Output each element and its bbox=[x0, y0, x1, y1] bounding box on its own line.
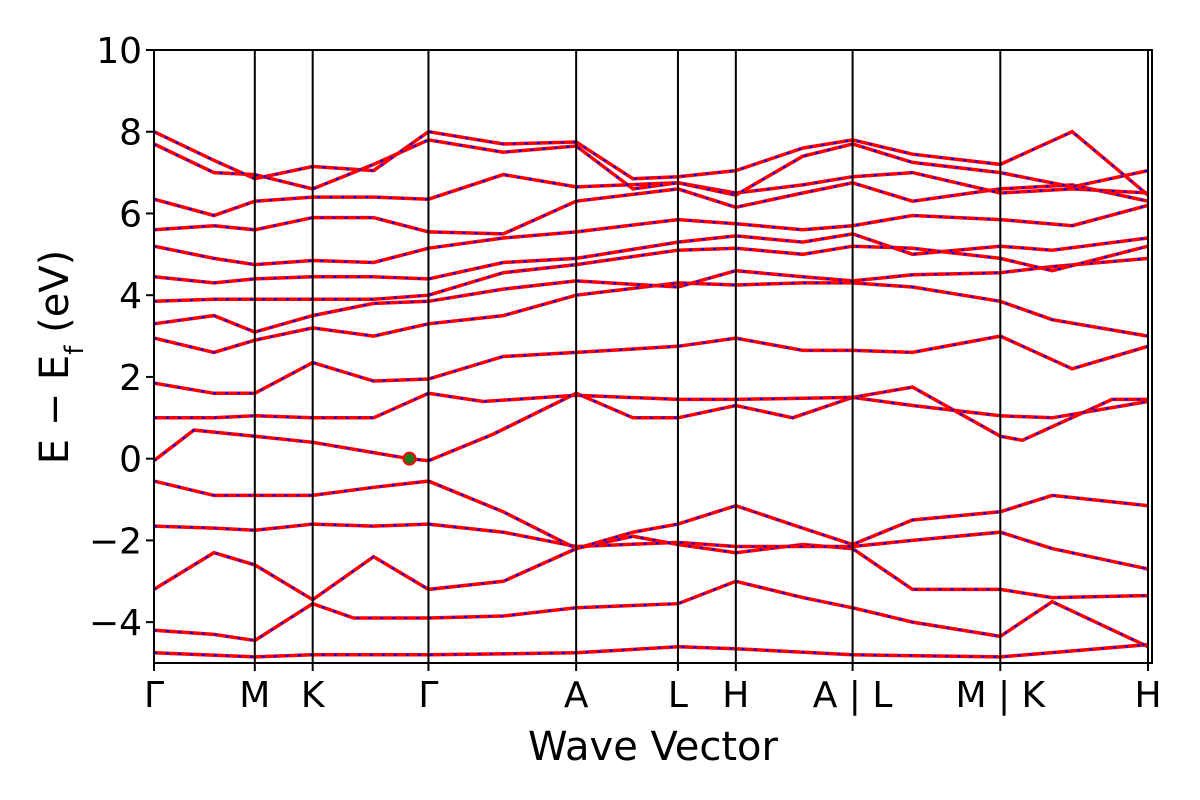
band-dash-10 bbox=[153, 257, 1149, 334]
y-tick-label: −4 bbox=[89, 603, 142, 644]
y-tick-label: 4 bbox=[119, 276, 142, 317]
y-tick-label: 2 bbox=[119, 358, 142, 399]
x-tick-label: L bbox=[668, 675, 688, 716]
y-tick-label: 6 bbox=[119, 194, 142, 235]
y-axis-title-main: E − E bbox=[32, 355, 78, 465]
band-line-14 bbox=[153, 180, 1149, 236]
plot-frame bbox=[153, 49, 1153, 664]
x-tick-label: Γ bbox=[418, 675, 438, 716]
x-tick-label: A | L bbox=[813, 675, 893, 716]
y-tick-label: 10 bbox=[96, 31, 142, 72]
x-tick-label: M bbox=[239, 675, 270, 716]
x-tick-label: Γ bbox=[144, 675, 164, 716]
band-dash-6 bbox=[153, 386, 1148, 462]
y-axis-title-sub: f bbox=[60, 345, 90, 355]
band-line-2 bbox=[153, 579, 1149, 649]
band-dash-17 bbox=[153, 130, 1149, 196]
x-axis-title: Wave Vector bbox=[528, 724, 779, 770]
y-axis-title-unit: (eV) bbox=[32, 250, 78, 346]
y-tick-label: 0 bbox=[119, 440, 142, 481]
y-axis-ticks: −4 −2 0 2 4 6 8 10 bbox=[89, 31, 154, 644]
y-tick-label: 8 bbox=[119, 113, 142, 154]
band-dash-9 bbox=[153, 281, 1149, 354]
x-tick-label: H bbox=[722, 675, 749, 716]
band-line-11 bbox=[153, 244, 1149, 304]
x-tick-label: K bbox=[301, 675, 326, 716]
y-axis-title: E − Ef (eV) bbox=[32, 250, 90, 465]
band-lines bbox=[152, 129, 1150, 659]
band-line-5 bbox=[153, 479, 1149, 551]
band-dash-7 bbox=[154, 392, 1149, 419]
x-tick-label: M | K bbox=[955, 675, 1046, 716]
band-dash-3 bbox=[153, 535, 1149, 601]
band-line-12 bbox=[153, 232, 1149, 285]
highlight-point bbox=[402, 451, 417, 466]
band-line-1 bbox=[153, 642, 1149, 659]
x-tick-label: A bbox=[564, 675, 589, 716]
high-symmetry-lines bbox=[253, 50, 1150, 663]
band-line-13 bbox=[153, 203, 1149, 267]
band-line-16 bbox=[153, 138, 1149, 197]
band-dash-4 bbox=[153, 523, 1149, 570]
y-tick-label: −2 bbox=[89, 521, 142, 562]
x-tick-label: H bbox=[1134, 675, 1161, 716]
plot-area bbox=[154, 50, 1152, 663]
band-dash-8 bbox=[153, 335, 1149, 395]
